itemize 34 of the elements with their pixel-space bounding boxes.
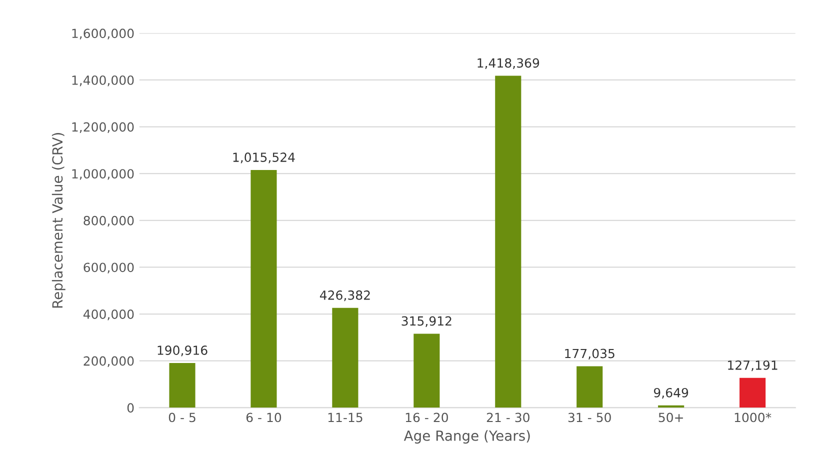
y-tick-label: 1,200,000 [72, 122, 134, 133]
bar [495, 76, 522, 408]
x-tick-label: 6 - 10 [246, 412, 282, 422]
bar [250, 170, 277, 408]
bar [169, 362, 196, 408]
y-tick-label: 400,000 [83, 309, 134, 320]
data-label: 177,035 [565, 348, 614, 360]
y-tick-label: 1,400,000 [72, 75, 134, 86]
x-tick-label: 1000* [734, 412, 772, 422]
data-label: 315,912 [402, 316, 452, 328]
x-tick-label: 31 - 50 [568, 412, 611, 422]
data-label: 190,916 [158, 346, 208, 356]
x-tick-label: 0 - 5 [168, 412, 196, 422]
data-label: 426,382 [320, 290, 370, 302]
x-axis-title: Age Range (Years) [404, 430, 530, 444]
data-label: 1,015,524 [233, 152, 295, 164]
data-label: 1,418,369 [478, 58, 540, 69]
y-tick-label: 0 [127, 403, 134, 413]
bar [332, 308, 358, 408]
y-tick-label: 200,000 [84, 356, 134, 368]
y-tick-label: 800,000 [84, 216, 134, 227]
bar [740, 378, 766, 408]
y-tick-label: 600,000 [84, 262, 134, 274]
data-label: 9,649 [654, 388, 688, 399]
bar [414, 334, 440, 408]
y-tick-label: 1,000,000 [72, 169, 134, 180]
x-tick-label: 21 - 30 [486, 412, 530, 422]
bar [576, 366, 603, 408]
x-tick-label: 50+ [658, 412, 683, 422]
x-tick-label: 16 - 20 [406, 412, 448, 422]
data-label: 127,191 [728, 360, 778, 372]
y-tick-label: 1,600,000 [72, 28, 134, 40]
x-tick-label: 11-15 [328, 412, 362, 422]
y-axis-title: Replacement Value (CRV) [52, 133, 66, 308]
